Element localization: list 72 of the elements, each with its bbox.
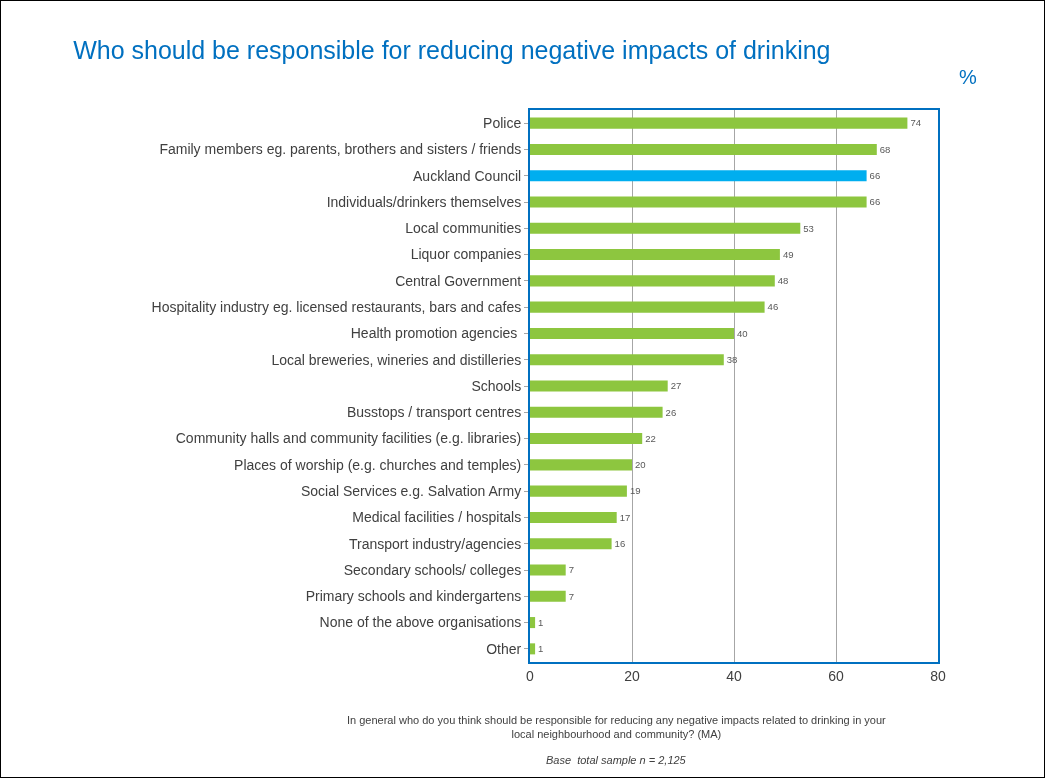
x-tick-label: 40 xyxy=(726,667,742,684)
text: % xyxy=(959,66,977,88)
bar xyxy=(530,275,775,287)
data-label: 49 xyxy=(782,248,794,260)
y-tick-label: Places of worship (e.g. churches and temples) xyxy=(234,456,522,473)
y-tick-label: Liquor companies xyxy=(410,246,522,263)
y-tick-label: Central Government xyxy=(395,272,522,289)
bar xyxy=(530,327,734,339)
bar xyxy=(530,170,867,182)
y-tick-label: Local communities xyxy=(405,220,522,237)
data-label: 22 xyxy=(645,432,656,444)
data-label: 38 xyxy=(726,354,738,366)
bar xyxy=(530,380,668,392)
bar xyxy=(530,433,643,445)
text: In general who do you think should be responsible for reducing any negative impacts related to drinking in your local neighbourhood and community? (MA) xyxy=(347,714,887,741)
data-label: 7 xyxy=(568,590,575,602)
y-tick-label: Schools xyxy=(471,377,522,394)
bar xyxy=(530,117,908,129)
y-tick-label: Auckland Council xyxy=(413,167,522,184)
y-tick-label: Social Services e.g. Salvation Army xyxy=(300,483,522,500)
bar xyxy=(530,590,566,602)
y-tick-label: Hospitality industry eg. licensed restaurants, bars and cafes xyxy=(151,299,522,316)
data-label: 16 xyxy=(614,538,626,550)
data-label: 40 xyxy=(737,327,748,339)
y-tick-label: Busstops / transport centres xyxy=(346,404,522,421)
y-tick-label: Medical facilities / hospitals xyxy=(352,509,522,526)
bar xyxy=(530,249,780,261)
data-label: 1 xyxy=(538,643,544,655)
y-tick-label: Other xyxy=(486,640,522,657)
y-tick-label: Health promotion agencies xyxy=(350,325,522,342)
x-tick-label: 60 xyxy=(828,667,844,684)
data-label: 20 xyxy=(635,459,646,471)
y-tick-label: Community halls and community facilities (e.g. libraries) xyxy=(175,430,522,447)
x-tick-label: 20 xyxy=(624,667,640,684)
bar xyxy=(530,643,536,655)
bar xyxy=(530,617,536,629)
data-label: 27 xyxy=(670,380,682,392)
bar xyxy=(530,538,612,550)
bar xyxy=(530,459,632,471)
data-label: 46 xyxy=(767,301,779,313)
y-tick-label: Family members eg. parents, brothers and sisters / friends xyxy=(159,141,522,158)
data-label: 66 xyxy=(869,170,881,182)
x-tick-label: 80 xyxy=(930,667,946,684)
data-label: 68 xyxy=(879,143,891,155)
bar xyxy=(530,222,801,234)
y-tick-label: Local breweries, wineries and distilleries xyxy=(271,351,522,368)
y-tick-label: None of the above organisations xyxy=(319,614,522,631)
y-tick-label: Police xyxy=(483,115,522,132)
text: Base total sample n = 2,125 xyxy=(546,754,687,766)
data-label: 1 xyxy=(538,616,544,628)
data-label: 74 xyxy=(910,117,922,129)
bar xyxy=(530,354,724,366)
data-label: 53 xyxy=(803,222,814,234)
data-label: 19 xyxy=(629,485,641,497)
bar xyxy=(530,485,627,497)
bar xyxy=(530,406,663,418)
bar xyxy=(530,301,765,313)
bar xyxy=(530,511,617,523)
y-tick-label: Primary schools and kindergartens xyxy=(305,588,522,605)
bar xyxy=(530,564,566,576)
data-label: 48 xyxy=(777,275,789,287)
data-label: 17 xyxy=(619,511,631,523)
x-tick-label: 0 xyxy=(526,667,535,684)
y-tick-label: Transport industry/agencies xyxy=(348,535,522,552)
bar xyxy=(530,196,867,208)
y-tick-label: Secondary schools/ colleges xyxy=(343,561,522,578)
chart-title: Who should be responsible for reducing negative impacts of drinking xyxy=(73,36,831,65)
bar xyxy=(530,143,877,155)
data-label: 26 xyxy=(665,406,677,418)
data-label: 7 xyxy=(568,564,575,576)
data-label: 66 xyxy=(869,196,881,208)
y-tick-label: Individuals/drinkers themselves xyxy=(326,193,522,210)
